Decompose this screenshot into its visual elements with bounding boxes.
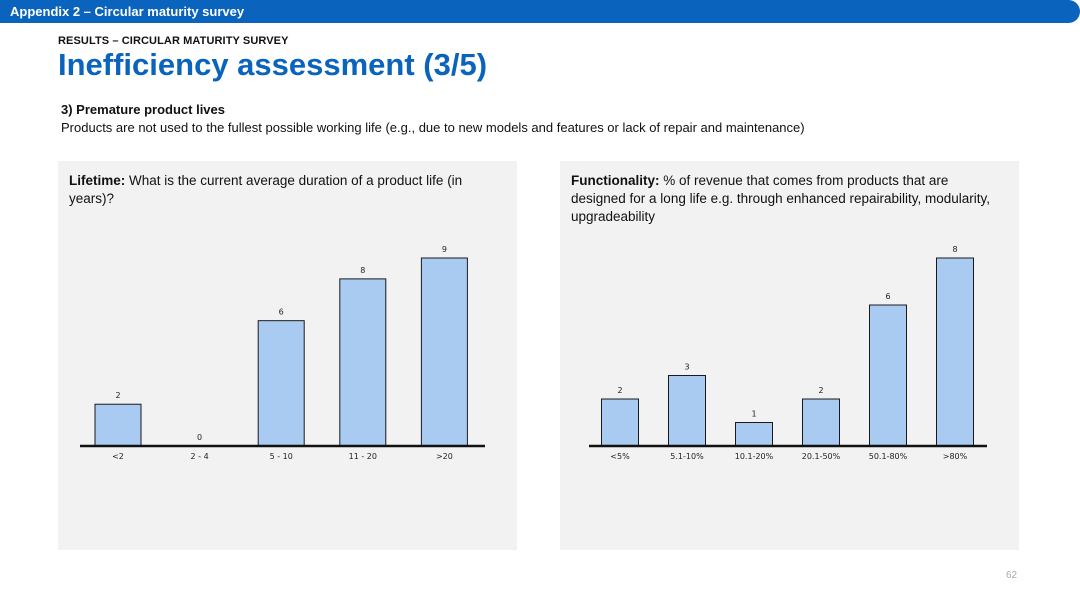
functionality-bar-chart: 2 <5% 3 5.1-10% 1 10.1-20% 2 20.1-50% 6 50.1-80% 8… <box>589 245 987 461</box>
lifetime-chart-panel: Lifetime: What is the current average du… <box>58 161 517 550</box>
functionality-data-label-1: 3 <box>684 363 689 372</box>
header-title: Appendix 2 – Circular maturity survey <box>10 4 245 19</box>
functionality-tick-label-2: 10.1-20% <box>735 452 774 461</box>
functionality-tick-label-0: <5% <box>610 452 630 461</box>
lifetime-tick-label-1: 2 - 4 <box>191 452 209 461</box>
functionality-question: Functionality: % of revenue that comes f… <box>571 172 1001 226</box>
page-number: 62 <box>1006 570 1018 581</box>
lifetime-bar-chart: 2 <2 0 2 - 4 6 5 - 10 8 11 - 20 9 >20 <box>80 245 485 461</box>
lifetime-bar-0 <box>94 403 142 447</box>
functionality-tick-label-3: 20.1-50% <box>802 452 841 461</box>
lifetime-tick-label-4: >20 <box>436 452 453 461</box>
lifetime-question-label: Lifetime: <box>69 173 126 188</box>
lifetime-data-label-4: 9 <box>442 245 447 254</box>
section-label: RESULTS – CIRCULAR MATURITY SURVEY <box>58 35 289 47</box>
functionality-question-label: Functionality: <box>571 173 660 188</box>
page-title: Inefficiency assessment (3/5) <box>58 47 488 82</box>
functionality-tick-label-5: >80% <box>943 452 968 461</box>
functionality-bar-1 <box>668 375 706 447</box>
lifetime-data-label-0: 2 <box>115 391 120 400</box>
functionality-bar-0 <box>601 398 639 447</box>
lifetime-bar-4 <box>420 257 468 447</box>
functionality-data-label-4: 6 <box>885 292 890 301</box>
functionality-data-label-2: 1 <box>751 410 756 419</box>
lifetime-data-label-1: 0 <box>197 433 202 442</box>
lifetime-tick-label-2: 5 - 10 <box>270 452 293 461</box>
functionality-chart-panel: Functionality: % of revenue that comes f… <box>560 161 1019 550</box>
functionality-tick-label-4: 50.1-80% <box>869 452 908 461</box>
lifetime-question: Lifetime: What is the current average du… <box>69 172 499 208</box>
lifetime-data-label-3: 8 <box>360 266 365 275</box>
functionality-bar-4 <box>869 304 907 447</box>
functionality-bar-5 <box>936 257 974 447</box>
functionality-tick-label-1: 5.1-10% <box>670 452 704 461</box>
functionality-data-label-3: 2 <box>818 386 823 395</box>
functionality-data-label-5: 8 <box>952 245 957 254</box>
sub-heading: 3) Premature product lives <box>61 102 225 117</box>
header-bar: Appendix 2 – Circular maturity survey <box>0 0 1080 23</box>
sub-text: Products are not used to the fullest pos… <box>61 120 805 135</box>
functionality-question-text: % of revenue that comes from products th… <box>571 173 991 224</box>
lifetime-bar-3 <box>339 278 387 447</box>
functionality-bar-2 <box>735 422 773 447</box>
lifetime-question-text: What is the current average duration of … <box>69 173 463 206</box>
lifetime-bar-2 <box>257 320 305 447</box>
functionality-data-label-0: 2 <box>617 386 622 395</box>
lifetime-data-label-2: 6 <box>279 308 284 317</box>
lifetime-tick-label-3: 11 - 20 <box>349 452 377 461</box>
functionality-bar-3 <box>802 398 840 447</box>
lifetime-tick-label-0: <2 <box>112 452 124 461</box>
